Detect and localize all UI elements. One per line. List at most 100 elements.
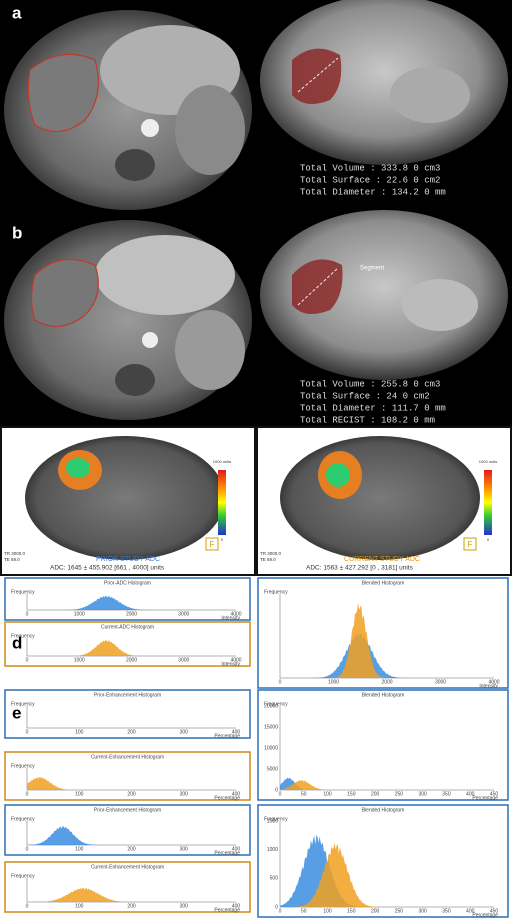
- histogram-shape: [280, 780, 494, 790]
- mri-b-left: [4, 220, 252, 420]
- adc-text: 0: [221, 537, 224, 542]
- histogram-frame: [4, 577, 251, 621]
- y-axis-label: Frequency: [264, 589, 288, 595]
- mri-a-left: [4, 10, 252, 210]
- x-tick-label: 4000: [230, 611, 241, 617]
- x-tick-label: 250: [395, 791, 404, 797]
- y-axis-label: Frequency: [11, 816, 35, 822]
- x-axis-label: Percentage: [214, 907, 240, 913]
- histogram-title: Prior-Enhancement Histogram: [94, 807, 161, 813]
- y-axis-label: Frequency: [11, 633, 35, 639]
- adc-text: TE 69.0: [260, 557, 276, 562]
- adc-text: 1000 units: [213, 459, 231, 464]
- adc-text: TE 69.0: [4, 557, 20, 562]
- panel-label: b: [12, 223, 22, 242]
- x-tick-label: 300: [180, 729, 189, 735]
- x-axis-label: Percentage: [472, 912, 498, 918]
- x-tick-label: 100: [75, 729, 84, 735]
- x-tick-label: 3000: [178, 657, 189, 663]
- x-tick-label: 150: [347, 791, 356, 797]
- histogram-frame: [4, 751, 251, 801]
- x-tick-label: 3000: [178, 611, 189, 617]
- y-axis-label: Frequency: [11, 589, 35, 595]
- y-tick-label: 0: [275, 904, 278, 910]
- mri-stat: Total Diameter : 111.7 0 mm: [300, 403, 446, 413]
- x-tick-label: 400: [232, 791, 241, 797]
- adc-text: ADC: 1645 ± 455.902 [661 , 4000] units: [50, 565, 165, 572]
- histogram-frame: [257, 577, 509, 689]
- histogram-title: Current-Enhancement Histogram: [91, 864, 164, 870]
- x-tick-label: 1000: [328, 679, 339, 685]
- mri-stat: Total Volume : 255.8 0 cm3: [300, 379, 440, 389]
- x-axis-label: Intensity: [479, 683, 498, 689]
- y-tick-label: 0: [275, 787, 278, 793]
- adc-text: 1000 units: [479, 459, 497, 464]
- histogram-title: Current-Enhancement Histogram: [91, 754, 164, 760]
- histogram-title: Blended Histogram: [362, 692, 405, 698]
- x-tick-label: 200: [127, 729, 136, 735]
- adc-text: CURRENT STUDY ADC: [344, 556, 420, 563]
- histogram-title: Blended Histogram: [362, 807, 405, 813]
- y-tick-label: 1000: [267, 847, 278, 853]
- mri-a-right: [260, 0, 508, 165]
- x-tick-label: 250: [395, 908, 404, 914]
- x-tick-label: 0: [26, 657, 29, 663]
- x-tick-label: 300: [418, 791, 427, 797]
- y-axis-label: Frequency: [11, 701, 35, 707]
- y-tick-label: 1500: [267, 818, 278, 824]
- x-tick-label: 0: [26, 729, 29, 735]
- histogram-shape: [280, 842, 494, 907]
- x-axis-label: Percentage: [214, 795, 240, 801]
- adc-text: F: [468, 540, 473, 549]
- x-tick-label: 450: [490, 908, 499, 914]
- histogram-title: Current-ADC Histogram: [101, 624, 154, 630]
- mri-stat: Total RECIST : 108.2 0 mm: [300, 415, 435, 425]
- x-tick-label: 200: [371, 791, 380, 797]
- x-axis-label: Percentage: [214, 733, 240, 739]
- y-tick-label: 500: [270, 876, 279, 882]
- y-tick-label: 5000: [267, 766, 278, 772]
- x-tick-label: 100: [75, 903, 84, 909]
- x-tick-label: 0: [279, 791, 282, 797]
- x-axis-label: Intensity: [221, 615, 240, 621]
- x-tick-label: 50: [301, 908, 307, 914]
- x-tick-label: 300: [180, 903, 189, 909]
- histogram-shape: [27, 826, 236, 845]
- adc-current: [258, 428, 510, 574]
- x-tick-label: 100: [323, 791, 332, 797]
- x-tick-label: 400: [232, 846, 241, 852]
- x-tick-label: 2000: [381, 679, 392, 685]
- x-axis-label: Percentage: [214, 850, 240, 856]
- x-tick-label: 0: [26, 611, 29, 617]
- adc-text: TR 3000.0: [4, 551, 26, 556]
- x-tick-label: 0: [26, 791, 29, 797]
- x-tick-label: 200: [127, 791, 136, 797]
- mri-stat: Total Diameter : 134.2 0 mm: [300, 187, 446, 197]
- x-tick-label: 300: [418, 908, 427, 914]
- x-tick-label: 300: [180, 791, 189, 797]
- x-tick-label: 4000: [488, 679, 499, 685]
- y-axis-label: Frequency: [264, 701, 288, 707]
- mri-stat: Total Volume : 333.8 0 cm3: [300, 163, 440, 173]
- x-tick-label: 400: [232, 729, 241, 735]
- y-axis-label: Frequency: [11, 873, 35, 879]
- histogram-title: Prior-ADC Histogram: [104, 580, 151, 586]
- mri-b-right: Segment: [260, 210, 508, 380]
- y-tick-label: 15000: [264, 724, 278, 730]
- histogram-shape: [27, 887, 236, 902]
- x-axis-label: Intensity: [221, 661, 240, 667]
- x-tick-label: 100: [75, 791, 84, 797]
- histogram-frame: [4, 689, 251, 739]
- x-tick-label: 400: [466, 791, 475, 797]
- adc-text: TR 3000.0: [260, 551, 282, 556]
- mri-stat: Total Surface : 24 0 cm2: [300, 391, 430, 401]
- x-tick-label: 0: [279, 679, 282, 685]
- histogram-frame: [4, 861, 251, 913]
- x-tick-label: 100: [323, 908, 332, 914]
- histogram-shape: [27, 777, 236, 790]
- y-axis-label: Frequency: [11, 763, 35, 769]
- x-tick-label: 450: [490, 791, 499, 797]
- panel-label: d: [12, 633, 22, 652]
- x-tick-label: 200: [127, 903, 136, 909]
